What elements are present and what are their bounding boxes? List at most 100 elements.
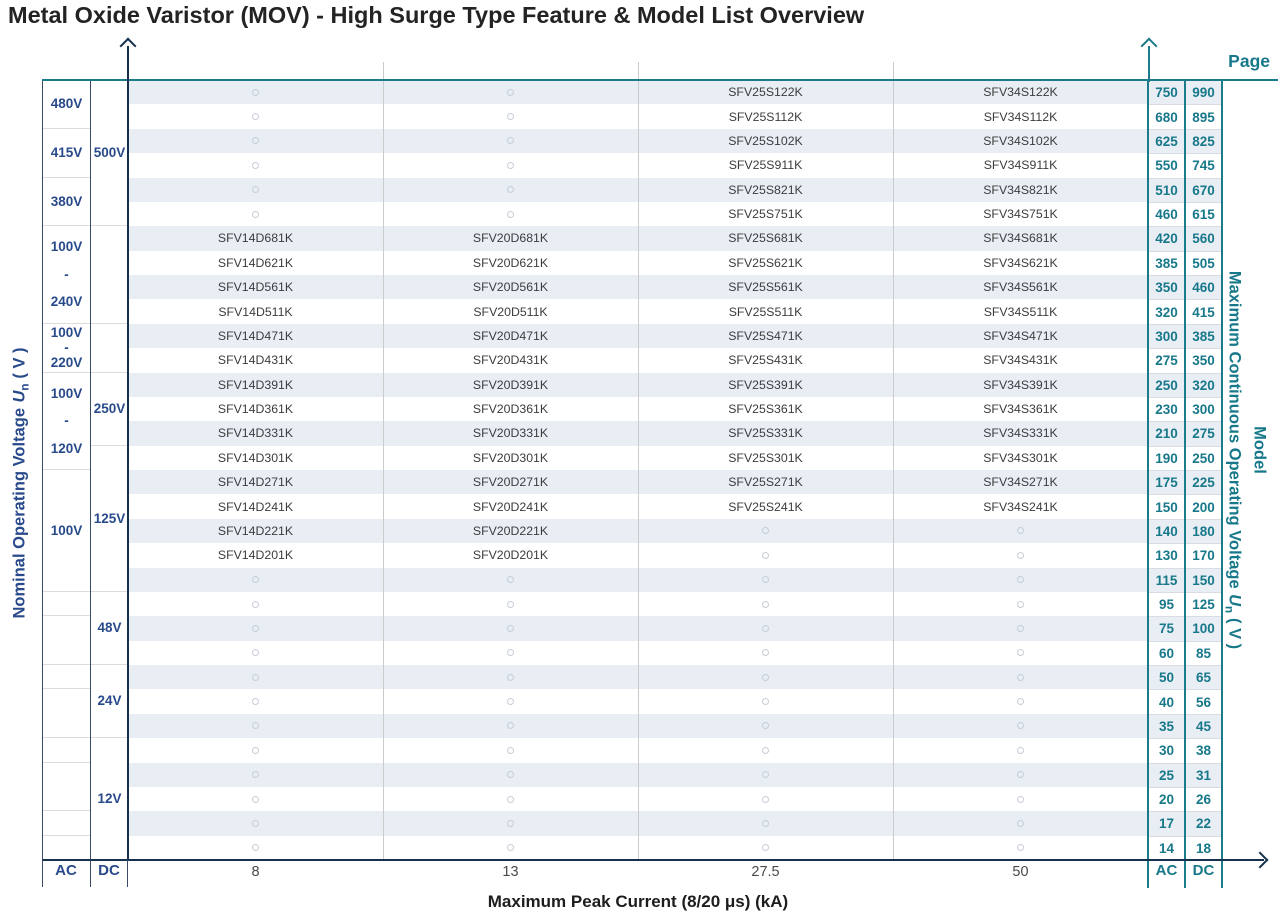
- model-cell: [383, 153, 638, 177]
- model-cell: SFV34S911K: [983, 158, 1058, 173]
- model-cell: [638, 689, 893, 713]
- empty-marker-icon: [762, 551, 769, 559]
- table-row: SFV14D301K SFV20D301K SFV25S301K SFV34S301K: [128, 446, 1148, 470]
- table-row: [128, 592, 1148, 616]
- mcov-cell: 35: [1148, 713, 1185, 739]
- empty-marker-icon: [252, 844, 259, 852]
- model-cell: [128, 129, 383, 153]
- mcov-cell: 670: [1185, 177, 1222, 202]
- model-cell: [128, 763, 383, 787]
- mcov-cell: 750: [1148, 80, 1185, 105]
- mcov-cell: 250: [1148, 372, 1185, 397]
- model-cell: [128, 104, 383, 128]
- mcov-cell: 25: [1148, 762, 1185, 787]
- model-cell: [128, 665, 383, 689]
- model-cell: [383, 836, 638, 860]
- empty-marker-icon: [507, 673, 514, 681]
- model-cell: [128, 202, 383, 226]
- mcov-cell: 350: [1185, 348, 1222, 372]
- model-cell: [893, 519, 1148, 543]
- model-cell: [638, 519, 893, 543]
- model-cell: SFV14D301K: [217, 450, 294, 465]
- empty-marker-icon: [1017, 698, 1024, 706]
- model-cell: [893, 543, 1148, 567]
- model-cell: [383, 616, 638, 640]
- empty-marker-icon: [762, 576, 769, 584]
- model-cell: [893, 665, 1148, 689]
- model-cell: [893, 811, 1148, 835]
- model-cell: [128, 811, 383, 835]
- empty-marker-icon: [1017, 819, 1024, 827]
- model-cell: SFV14D391K: [217, 377, 294, 392]
- mcov-cell: 150: [1148, 494, 1185, 518]
- footer-dc-left: DC: [98, 862, 120, 879]
- gridline: [893, 62, 894, 860]
- model-cell: SFV20D301K: [472, 450, 549, 465]
- table-row: [128, 689, 1148, 713]
- table-row: SFV14D241K SFV20D241K SFV25S241K SFV34S241K: [128, 494, 1148, 518]
- model-cell: SFV25S301K: [728, 450, 803, 465]
- mcov-cell: 20: [1148, 786, 1185, 811]
- model-cell: [638, 592, 893, 616]
- empty-marker-icon: [507, 600, 514, 608]
- empty-marker-icon: [762, 649, 769, 657]
- empty-marker-icon: [507, 624, 514, 632]
- model-cell: SFV25S471K: [728, 328, 803, 343]
- model-cell: SFV25S361K: [728, 402, 803, 417]
- mcov-cell: 17: [1148, 811, 1185, 836]
- left-axis-line: [126, 46, 130, 860]
- mcov-cell: 745: [1185, 153, 1222, 177]
- model-cell: [128, 616, 383, 640]
- model-cell: SFV34S331K: [983, 426, 1058, 441]
- x-tick-label: 50: [1012, 864, 1029, 880]
- empty-marker-icon: [252, 819, 259, 827]
- voltage-group-label: [91, 324, 128, 373]
- nominal-ac-column: 480V 415V 380V 100V -240V 100V -220V 100V -120V 1…: [42, 80, 90, 860]
- mcov-ac-column: 750 680 625 550 510 460 420 385 350 320 300 275 250 2…: [1148, 80, 1185, 860]
- mcov-cell: 460: [1185, 275, 1222, 300]
- mcov-cell: 170: [1185, 543, 1222, 567]
- model-cell: SFV34S681K: [983, 231, 1058, 246]
- voltage-group-label: [43, 616, 90, 665]
- x-tick-label: 13: [502, 864, 519, 880]
- empty-marker-icon: [507, 771, 514, 779]
- model-cell: SFV34S511K: [983, 304, 1058, 319]
- right-axis-line: [1147, 46, 1150, 82]
- model-cell: [383, 689, 638, 713]
- mcov-cell: 56: [1185, 689, 1222, 713]
- mcov-cell: 420: [1148, 226, 1185, 251]
- footer-ac-left: AC: [55, 862, 77, 879]
- model-cell: [128, 592, 383, 616]
- voltage-group-label: 125V: [91, 446, 128, 592]
- model-cell: SFV20D271K: [472, 475, 549, 490]
- empty-marker-icon: [507, 844, 514, 852]
- model-cell: [638, 543, 893, 567]
- voltage-group-label: 100V -120V: [43, 373, 90, 470]
- empty-marker-icon: [507, 819, 514, 827]
- voltage-group-label: 48V: [91, 592, 128, 665]
- empty-marker-icon: [252, 600, 259, 608]
- mcov-cell: 40: [1148, 689, 1185, 713]
- voltage-group-label: 415V: [43, 129, 90, 178]
- mcov-column-border: [1184, 80, 1186, 888]
- voltage-group-label: 480V: [43, 80, 90, 129]
- mcov-cell: 300: [1185, 396, 1222, 421]
- model-cell: SFV34S391K: [983, 377, 1058, 392]
- model-cell: SFV14D201K: [217, 548, 294, 563]
- mcov-cell: 230: [1148, 396, 1185, 421]
- mcov-cell: 250: [1185, 445, 1222, 470]
- model-cell: SFV20D471K: [472, 328, 549, 343]
- empty-marker-icon: [1017, 624, 1024, 632]
- model-cell: SFV20D331K: [472, 426, 549, 441]
- empty-marker-icon: [252, 698, 259, 706]
- empty-marker-icon: [507, 210, 514, 218]
- model-cell: SFV20D511K: [473, 304, 548, 319]
- model-cell: SFV14D511K: [218, 304, 293, 319]
- model-cell: [128, 80, 383, 104]
- mcov-cell: 95: [1148, 591, 1185, 616]
- empty-marker-icon: [507, 161, 514, 169]
- empty-marker-icon: [252, 673, 259, 681]
- voltage-group-label: [43, 738, 90, 763]
- model-cell: [893, 738, 1148, 762]
- mcov-cell: 140: [1148, 518, 1185, 544]
